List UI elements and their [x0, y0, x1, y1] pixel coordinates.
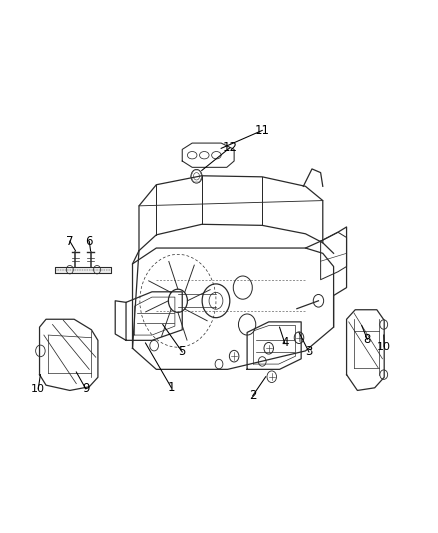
Text: 10: 10 — [377, 342, 391, 352]
Polygon shape — [55, 266, 111, 273]
Text: 3: 3 — [305, 345, 313, 359]
Text: 8: 8 — [364, 333, 371, 346]
Text: 12: 12 — [223, 141, 237, 155]
Text: 11: 11 — [255, 124, 270, 137]
Text: 9: 9 — [82, 382, 89, 395]
Text: 6: 6 — [85, 235, 93, 248]
Text: 4: 4 — [281, 336, 289, 350]
Text: 10: 10 — [31, 384, 45, 394]
Text: 5: 5 — [179, 345, 186, 359]
Text: 2: 2 — [249, 389, 257, 402]
Text: 7: 7 — [66, 235, 74, 248]
Text: 1: 1 — [168, 381, 175, 394]
